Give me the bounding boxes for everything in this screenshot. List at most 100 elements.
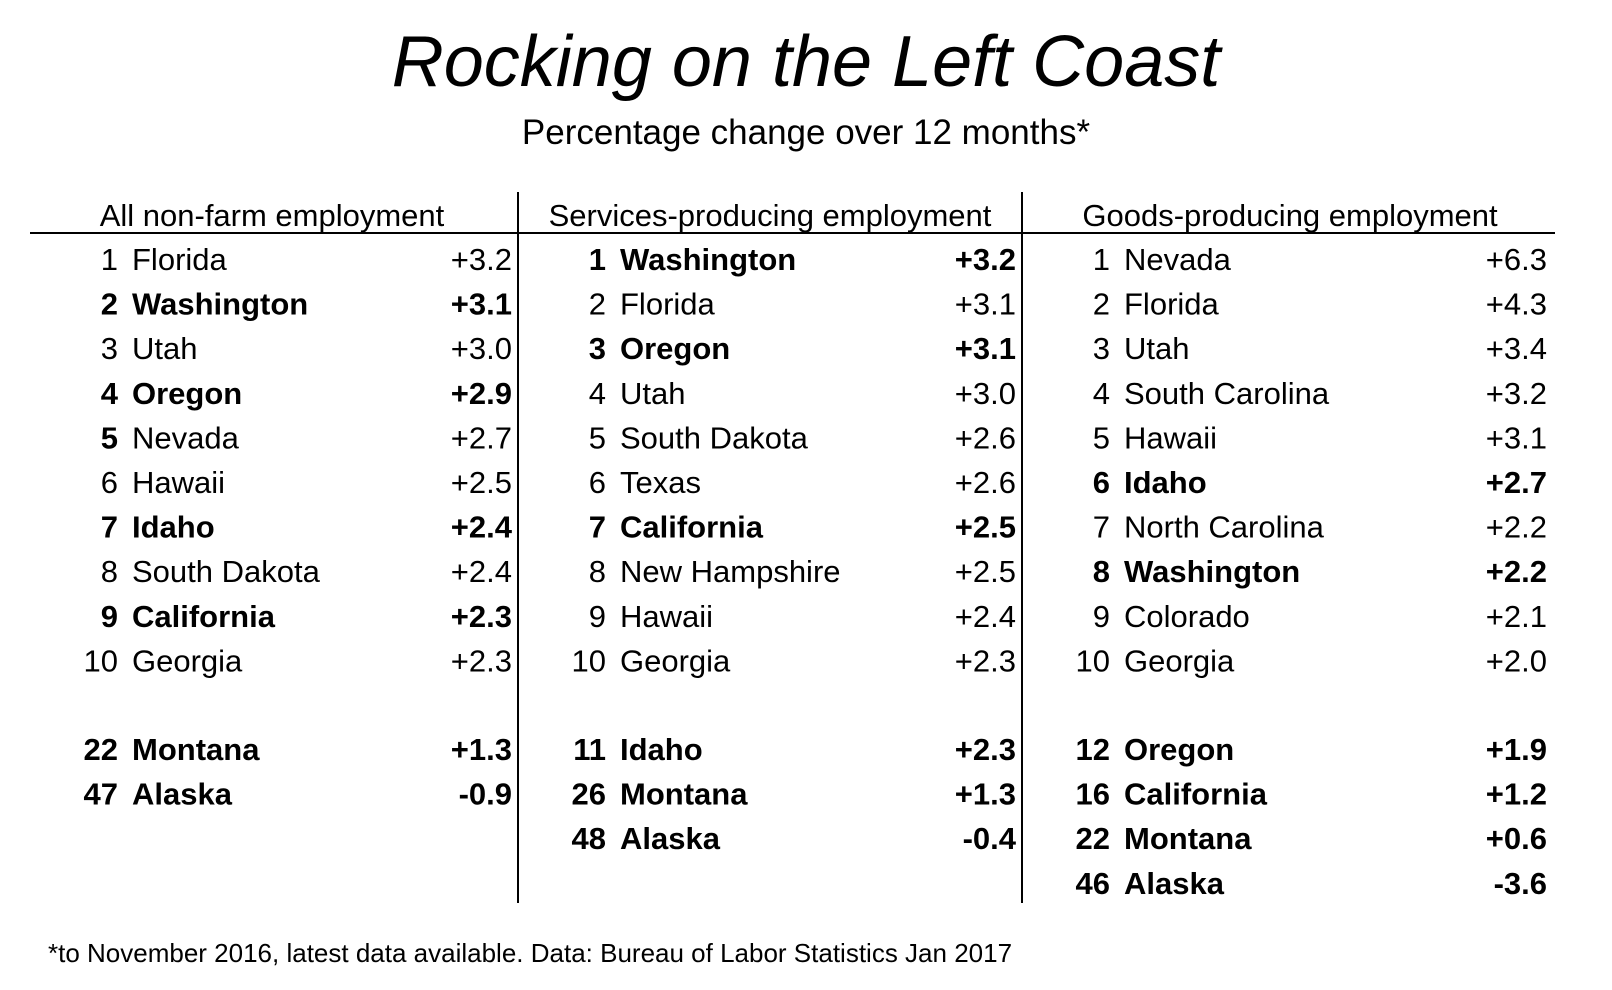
state-cell: Utah: [1124, 331, 1189, 366]
rank-cell: 22: [84, 732, 118, 767]
rank-cell: 22: [1076, 821, 1110, 856]
state-cell: Hawaii: [132, 465, 225, 500]
state-cell: Alaska: [132, 777, 233, 812]
rank-cell: 3: [589, 331, 606, 366]
state-cell: Texas: [620, 465, 701, 500]
rank-cell: 2: [101, 287, 118, 322]
value-cell: +2.6: [955, 420, 1016, 455]
state-cell: California: [1124, 777, 1268, 812]
rank-cell: 8: [589, 554, 606, 589]
value-cell: +1.2: [1486, 777, 1547, 812]
value-cell: +2.3: [451, 643, 512, 678]
value-cell: +6.3: [1486, 242, 1547, 277]
column-header: Goods-producing employment: [1082, 198, 1498, 233]
state-cell: Montana: [1124, 821, 1252, 856]
state-cell: Alaska: [1124, 866, 1225, 901]
state-cell: Washington: [1124, 554, 1300, 589]
rank-cell: 4: [1093, 376, 1110, 411]
state-cell: Alaska: [620, 821, 721, 856]
rank-cell: 3: [1093, 331, 1110, 366]
state-cell: Oregon: [132, 376, 242, 411]
value-cell: +2.2: [1486, 510, 1547, 545]
state-cell: Georgia: [132, 643, 243, 678]
value-cell: +3.1: [451, 287, 512, 322]
state-cell: Oregon: [1124, 732, 1234, 767]
column-header: All non-farm employment: [100, 198, 445, 233]
state-cell: Idaho: [1124, 465, 1207, 500]
rank-cell: 2: [589, 287, 606, 322]
rank-cell: 3: [101, 331, 118, 366]
rank-cell: 9: [1093, 599, 1110, 634]
value-cell: +1.9: [1486, 732, 1547, 767]
value-cell: +3.1: [955, 331, 1016, 366]
value-cell: +3.2: [955, 242, 1016, 277]
value-cell: +3.2: [451, 242, 512, 277]
rank-cell: 4: [589, 376, 606, 411]
ranking-table: All non-farm employment 1 Florida +3.2 2 Wash…: [30, 192, 1555, 903]
value-cell: +2.3: [955, 732, 1016, 767]
rank-cell: 47: [84, 777, 118, 812]
value-cell: +3.2: [1486, 376, 1547, 411]
state-cell: South Dakota: [132, 554, 321, 589]
value-cell: +2.2: [1486, 554, 1547, 589]
state-cell: Montana: [132, 732, 260, 767]
state-cell: Florida: [1124, 287, 1220, 322]
value-cell: +1.3: [955, 777, 1016, 812]
value-cell: +4.3: [1486, 287, 1547, 322]
rank-cell: 48: [572, 821, 606, 856]
state-cell: Washington: [132, 287, 308, 322]
value-cell: +2.4: [955, 599, 1016, 634]
value-cell: +2.4: [451, 510, 513, 545]
rank-cell: 1: [101, 242, 118, 277]
value-cell: +0.6: [1486, 821, 1547, 856]
chart-title: Rocking on the Left Coast: [391, 22, 1221, 102]
value-cell: +2.6: [955, 465, 1016, 500]
value-cell: -3.6: [1494, 866, 1547, 901]
rank-cell: 9: [101, 599, 118, 634]
value-cell: +2.7: [451, 420, 512, 455]
state-cell: California: [132, 599, 276, 634]
rank-cell: 10: [84, 643, 118, 678]
rank-cell: 6: [1093, 465, 1110, 500]
value-cell: +3.1: [955, 287, 1016, 322]
rank-cell: 6: [101, 465, 118, 500]
state-cell: Colorado: [1124, 599, 1250, 634]
rank-cell: 8: [101, 554, 118, 589]
value-cell: +2.5: [955, 510, 1016, 545]
value-cell: +2.0: [1486, 643, 1547, 678]
value-cell: +2.1: [1486, 599, 1547, 634]
rank-cell: 46: [1076, 866, 1110, 901]
state-cell: Hawaii: [620, 599, 713, 634]
state-cell: California: [620, 510, 764, 545]
rank-cell: 16: [1076, 777, 1110, 812]
state-cell: Georgia: [1124, 643, 1235, 678]
state-cell: Washington: [620, 242, 796, 277]
state-cell: Oregon: [620, 331, 730, 366]
rank-cell: 7: [589, 510, 606, 545]
value-cell: +2.9: [451, 376, 512, 411]
rank-cell: 8: [1093, 554, 1110, 589]
state-cell: Montana: [620, 777, 748, 812]
state-cell: Georgia: [620, 643, 731, 678]
rank-cell: 6: [589, 465, 606, 500]
rank-cell: 2: [1093, 287, 1110, 322]
state-cell: Nevada: [132, 420, 240, 455]
value-cell: +2.7: [1486, 465, 1547, 500]
rank-cell: 10: [572, 643, 606, 678]
rank-cell: 7: [101, 510, 118, 545]
value-cell: +2.4: [451, 554, 512, 589]
rank-cell: 4: [101, 376, 119, 411]
rank-cell: 9: [589, 599, 606, 634]
value-cell: +2.5: [451, 465, 512, 500]
state-cell: Utah: [132, 331, 197, 366]
value-cell: +3.0: [955, 376, 1016, 411]
column-header: Services-producing employment: [549, 198, 992, 233]
value-cell: +3.0: [451, 331, 512, 366]
state-cell: South Carolina: [1124, 376, 1330, 411]
value-cell: +2.5: [955, 554, 1016, 589]
rank-cell: 5: [101, 420, 118, 455]
state-cell: Idaho: [620, 732, 703, 767]
state-cell: Nevada: [1124, 242, 1232, 277]
rank-cell: 5: [1093, 420, 1110, 455]
footnote: *to November 2016, latest data available…: [48, 938, 1013, 968]
